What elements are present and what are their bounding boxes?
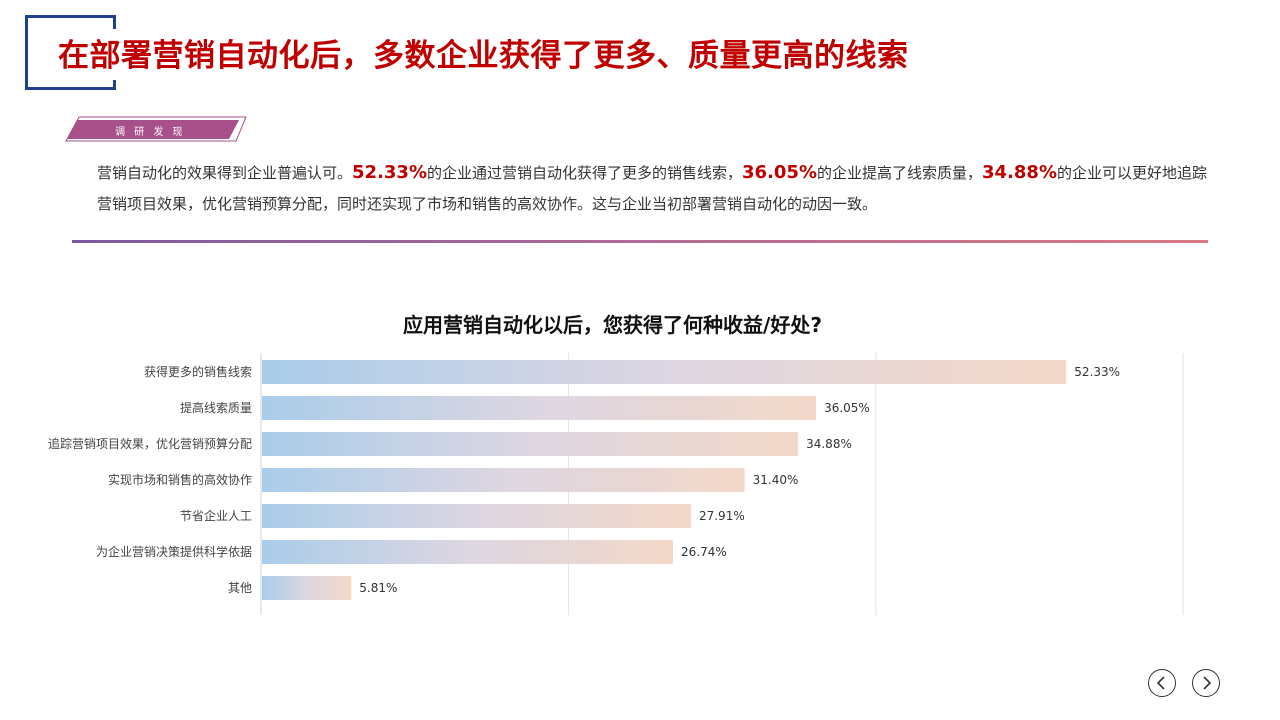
page-title: 在部署营销自动化后，多数企业获得了更多、质量更高的线索: [58, 38, 909, 74]
bar: [262, 468, 745, 492]
summary-highlight: 34.88%: [982, 162, 1057, 183]
data-label: 27.91%: [699, 509, 745, 523]
category-label: 为企业营销决策提供科学依据: [96, 544, 252, 559]
data-label: 26.74%: [681, 545, 727, 559]
summary-part: 的企业提高了线索质量，: [817, 164, 983, 182]
bar: [262, 576, 352, 600]
category-label: 追踪营销项目效果，优化营销预算分配: [48, 436, 252, 451]
category-label: 其他: [228, 581, 252, 595]
data-label: 36.05%: [824, 401, 870, 415]
category-label: 实现市场和销售的高效协作: [108, 472, 252, 487]
summary-part: 营销自动化的效果得到企业普遍认可。: [97, 164, 353, 182]
data-label: 52.33%: [1074, 365, 1120, 379]
data-label: 5.81%: [359, 581, 397, 595]
next-page-button[interactable]: [1192, 669, 1220, 697]
bar: [262, 504, 691, 528]
chart-title: 应用营销自动化以后，您获得了何种收益/好处?: [403, 313, 822, 337]
findings-tag: 调 研 发 现: [65, 116, 247, 142]
tag-shape: [65, 116, 247, 142]
bar: [262, 540, 673, 564]
category-label: 提高线索质量: [180, 400, 252, 415]
bar-chart: 获得更多的销售线索 52.33% 提高线索质量 36.05% 追踪营销项目效果，优化营销…: [48, 353, 1184, 615]
findings-tag-label: 调 研 发 现: [115, 127, 186, 138]
bar: [262, 360, 1067, 384]
bar: [262, 396, 817, 420]
category-label: 获得更多的销售线索: [144, 364, 252, 379]
summary-highlight: 36.05%: [742, 162, 817, 183]
chevron-right-icon: [1203, 676, 1212, 690]
bar: [262, 432, 799, 456]
summary-part: 的企业可以更好地追踪营销项目效果，优化营销预算分配，同时还实现了市场和销售的高效…: [97, 164, 1208, 213]
section-divider: [72, 240, 1208, 243]
data-label: 34.88%: [806, 437, 852, 451]
data-label: 31.40%: [753, 473, 799, 487]
chart-bars: 获得更多的销售线索 52.33% 提高线索质量 36.05% 追踪营销项目效果，优化营销…: [48, 360, 1120, 600]
category-label: 节省企业人工: [180, 508, 252, 523]
prev-page-button[interactable]: [1148, 669, 1176, 697]
summary-highlight: 52.33%: [352, 162, 427, 183]
chevron-left-icon: [1156, 676, 1165, 690]
summary-text: 营销自动化的效果得到企业普遍认可。52.33%的企业通过营销自动化获得了更多的销…: [97, 157, 1207, 220]
summary-part: 的企业通过营销自动化获得了更多的销售线索，: [427, 164, 743, 182]
title-frame-decoration: [25, 15, 116, 90]
